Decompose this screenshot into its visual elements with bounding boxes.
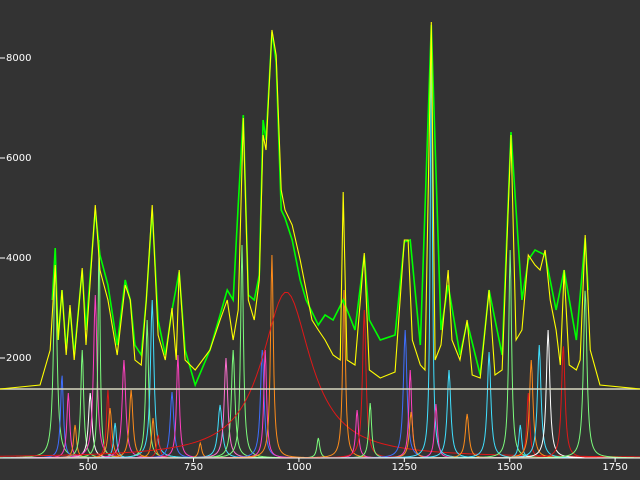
y-tick-label: 4000 xyxy=(6,253,31,264)
x-tick-label: 1000 xyxy=(286,462,311,473)
component-peak xyxy=(174,244,310,459)
component-peak xyxy=(463,329,633,459)
x-tick-label: 500 xyxy=(79,462,98,473)
component-peak xyxy=(342,369,478,459)
component-peak xyxy=(500,290,640,459)
fit-curve xyxy=(0,21,640,390)
component-peak xyxy=(141,357,311,459)
x-tick-label: 1500 xyxy=(497,462,522,473)
component-peak xyxy=(380,39,482,459)
component-peak xyxy=(279,309,449,459)
component-peak xyxy=(14,349,150,459)
x-tick-label: 1750 xyxy=(602,462,627,473)
x-tick-label: 1250 xyxy=(392,462,417,473)
component-peak xyxy=(404,351,574,459)
component-peak xyxy=(442,249,578,459)
component-peak xyxy=(478,346,640,459)
y-tick-label: 8000 xyxy=(6,53,31,64)
y-tick-label: 6000 xyxy=(6,153,31,164)
component-peak xyxy=(250,437,386,459)
component-peak xyxy=(454,344,624,459)
measured-data xyxy=(51,24,589,388)
y-tick-label: 2000 xyxy=(6,353,31,364)
x-tick-label: 750 xyxy=(184,462,203,473)
